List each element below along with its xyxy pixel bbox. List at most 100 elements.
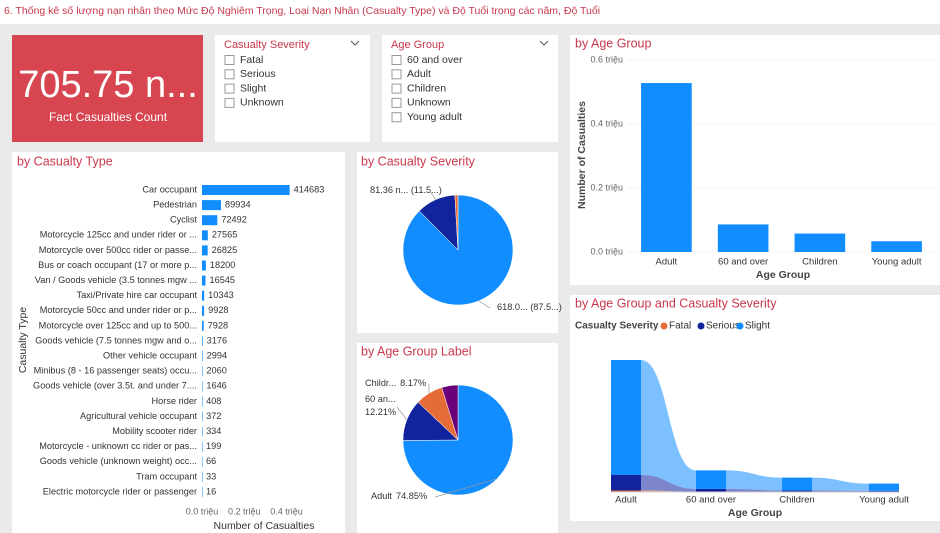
checkbox[interactable]	[391, 55, 402, 65]
y-tick-label: 0.4 triệu	[590, 118, 623, 128]
pie-slice[interactable]	[454, 194, 459, 251]
slicer-item[interactable]: Fatal	[240, 54, 263, 66]
bar[interactable]	[202, 230, 208, 241]
ribbon-column[interactable]	[782, 477, 812, 491]
slicer-item[interactable]: Adult	[407, 68, 431, 80]
checkbox[interactable]	[224, 69, 235, 80]
data-label: 16545	[209, 275, 235, 285]
bar[interactable]	[202, 305, 205, 316]
bar[interactable]	[202, 290, 205, 301]
legend-marker[interactable]	[697, 322, 705, 330]
y-tick-label: Motorcycle over 500cc rider or passe...	[39, 245, 197, 255]
kpi-card	[12, 35, 203, 142]
bar[interactable]	[202, 260, 206, 271]
y-tick-label: Motorcycle over 125cc and up to 500...	[39, 320, 197, 330]
legend-label[interactable]: Slight	[745, 321, 770, 332]
ribbon-column[interactable]	[696, 488, 726, 492]
ribbon-column[interactable]	[611, 490, 641, 493]
y-tick-label: Motorcycle 125cc and under rider or ...	[40, 230, 197, 240]
chevron[interactable]	[539, 40, 549, 46]
y-tick-label: Agricultural vehicle occupant	[80, 411, 197, 421]
data-label: 2060	[206, 366, 226, 376]
chart-title: by Casualty Severity	[361, 154, 476, 168]
legend-label[interactable]: Serious	[706, 321, 740, 332]
checkbox[interactable]	[224, 83, 235, 94]
chevron[interactable]	[350, 40, 360, 46]
data-label: 199	[206, 441, 221, 451]
pie-slice[interactable]	[441, 384, 459, 441]
checkbox[interactable]	[391, 83, 402, 94]
slicer-item[interactable]: Slight	[240, 82, 266, 94]
bar[interactable]	[202, 351, 203, 362]
bar[interactable]	[202, 381, 203, 392]
bar[interactable]	[202, 320, 204, 331]
slicer-item[interactable]: Serious	[240, 68, 276, 80]
bar[interactable]	[202, 456, 203, 467]
bar[interactable]	[641, 83, 692, 252]
y-tick-label: Tram occupant	[136, 471, 197, 481]
bar[interactable]	[202, 275, 206, 286]
slicer-item[interactable]: Young adult	[407, 111, 462, 123]
ribbon-column[interactable]	[696, 470, 726, 489]
data-label: 72492	[221, 215, 247, 225]
legend-marker[interactable]	[736, 322, 744, 330]
slicer-item[interactable]: 60 and over	[407, 54, 463, 66]
checkbox[interactable]	[224, 97, 235, 108]
bar[interactable]	[202, 200, 222, 211]
bar[interactable]	[202, 487, 203, 497]
ribbon-column[interactable]	[611, 475, 641, 491]
ribbon-column[interactable]	[782, 490, 812, 492]
label-category: 60 an...	[365, 394, 396, 404]
bar[interactable]	[871, 241, 922, 252]
label-value: 74.85%	[396, 491, 427, 501]
x-tick-label: Young adult	[859, 495, 909, 506]
kpi-value: 705.75 n...	[18, 64, 198, 106]
bar[interactable]	[202, 215, 218, 226]
legend-label[interactable]: Fatal	[669, 321, 691, 332]
bar[interactable]	[202, 441, 203, 452]
data-label: 3176	[207, 335, 227, 345]
checkbox[interactable]	[391, 112, 402, 123]
bar[interactable]	[202, 366, 203, 377]
y-tick-label: 0.2 triệu	[590, 182, 623, 192]
legend-marker[interactable]	[660, 322, 668, 330]
slicer-item[interactable]: Children	[407, 82, 446, 94]
y-tick-label: Other vehicle occupant	[103, 351, 197, 361]
checkbox[interactable]	[224, 55, 235, 65]
data-label: 372	[206, 411, 221, 421]
slicer-item[interactable]: Unknown	[240, 97, 284, 109]
ribbon	[641, 475, 696, 492]
data-label: 10343	[208, 290, 234, 300]
bar[interactable]	[794, 233, 846, 252]
x-tick-label: Adult	[615, 495, 637, 506]
leader-line	[429, 190, 436, 200]
bar[interactable]	[202, 245, 208, 256]
bar[interactable]	[202, 336, 203, 346]
bar[interactable]	[202, 411, 203, 422]
checkbox[interactable]	[391, 97, 402, 108]
data-label: 33	[206, 471, 216, 481]
bar[interactable]	[202, 426, 203, 437]
x-axis-label: Age Group	[756, 269, 810, 281]
data-label: 618.0... (87.5...)	[497, 302, 562, 312]
ribbon-column[interactable]	[869, 483, 899, 491]
data-label: 7928	[208, 320, 228, 330]
label-category: Childr...	[365, 378, 396, 388]
data-label: 334	[206, 426, 221, 436]
slicer-item[interactable]: Unknown	[407, 97, 451, 109]
chart-title: by Casualty Type	[17, 154, 113, 168]
title-bar	[0, 0, 940, 24]
bar[interactable]	[202, 185, 290, 195]
bar[interactable]	[717, 224, 769, 252]
x-tick-label: 0.4 triệu	[270, 506, 303, 516]
bar[interactable]	[202, 396, 203, 407]
y-tick-label: Goods vehicle (7.5 tonnes mgw and o...	[35, 335, 197, 345]
data-label: 16	[206, 486, 216, 496]
leader-line	[478, 300, 491, 309]
checkbox[interactable]	[391, 69, 402, 80]
bar[interactable]	[202, 471, 203, 482]
ribbon-column[interactable]	[869, 490, 899, 492]
ribbon-column[interactable]	[611, 360, 641, 475]
y-tick-label: Electric motorcycle rider or passenger	[43, 486, 197, 496]
